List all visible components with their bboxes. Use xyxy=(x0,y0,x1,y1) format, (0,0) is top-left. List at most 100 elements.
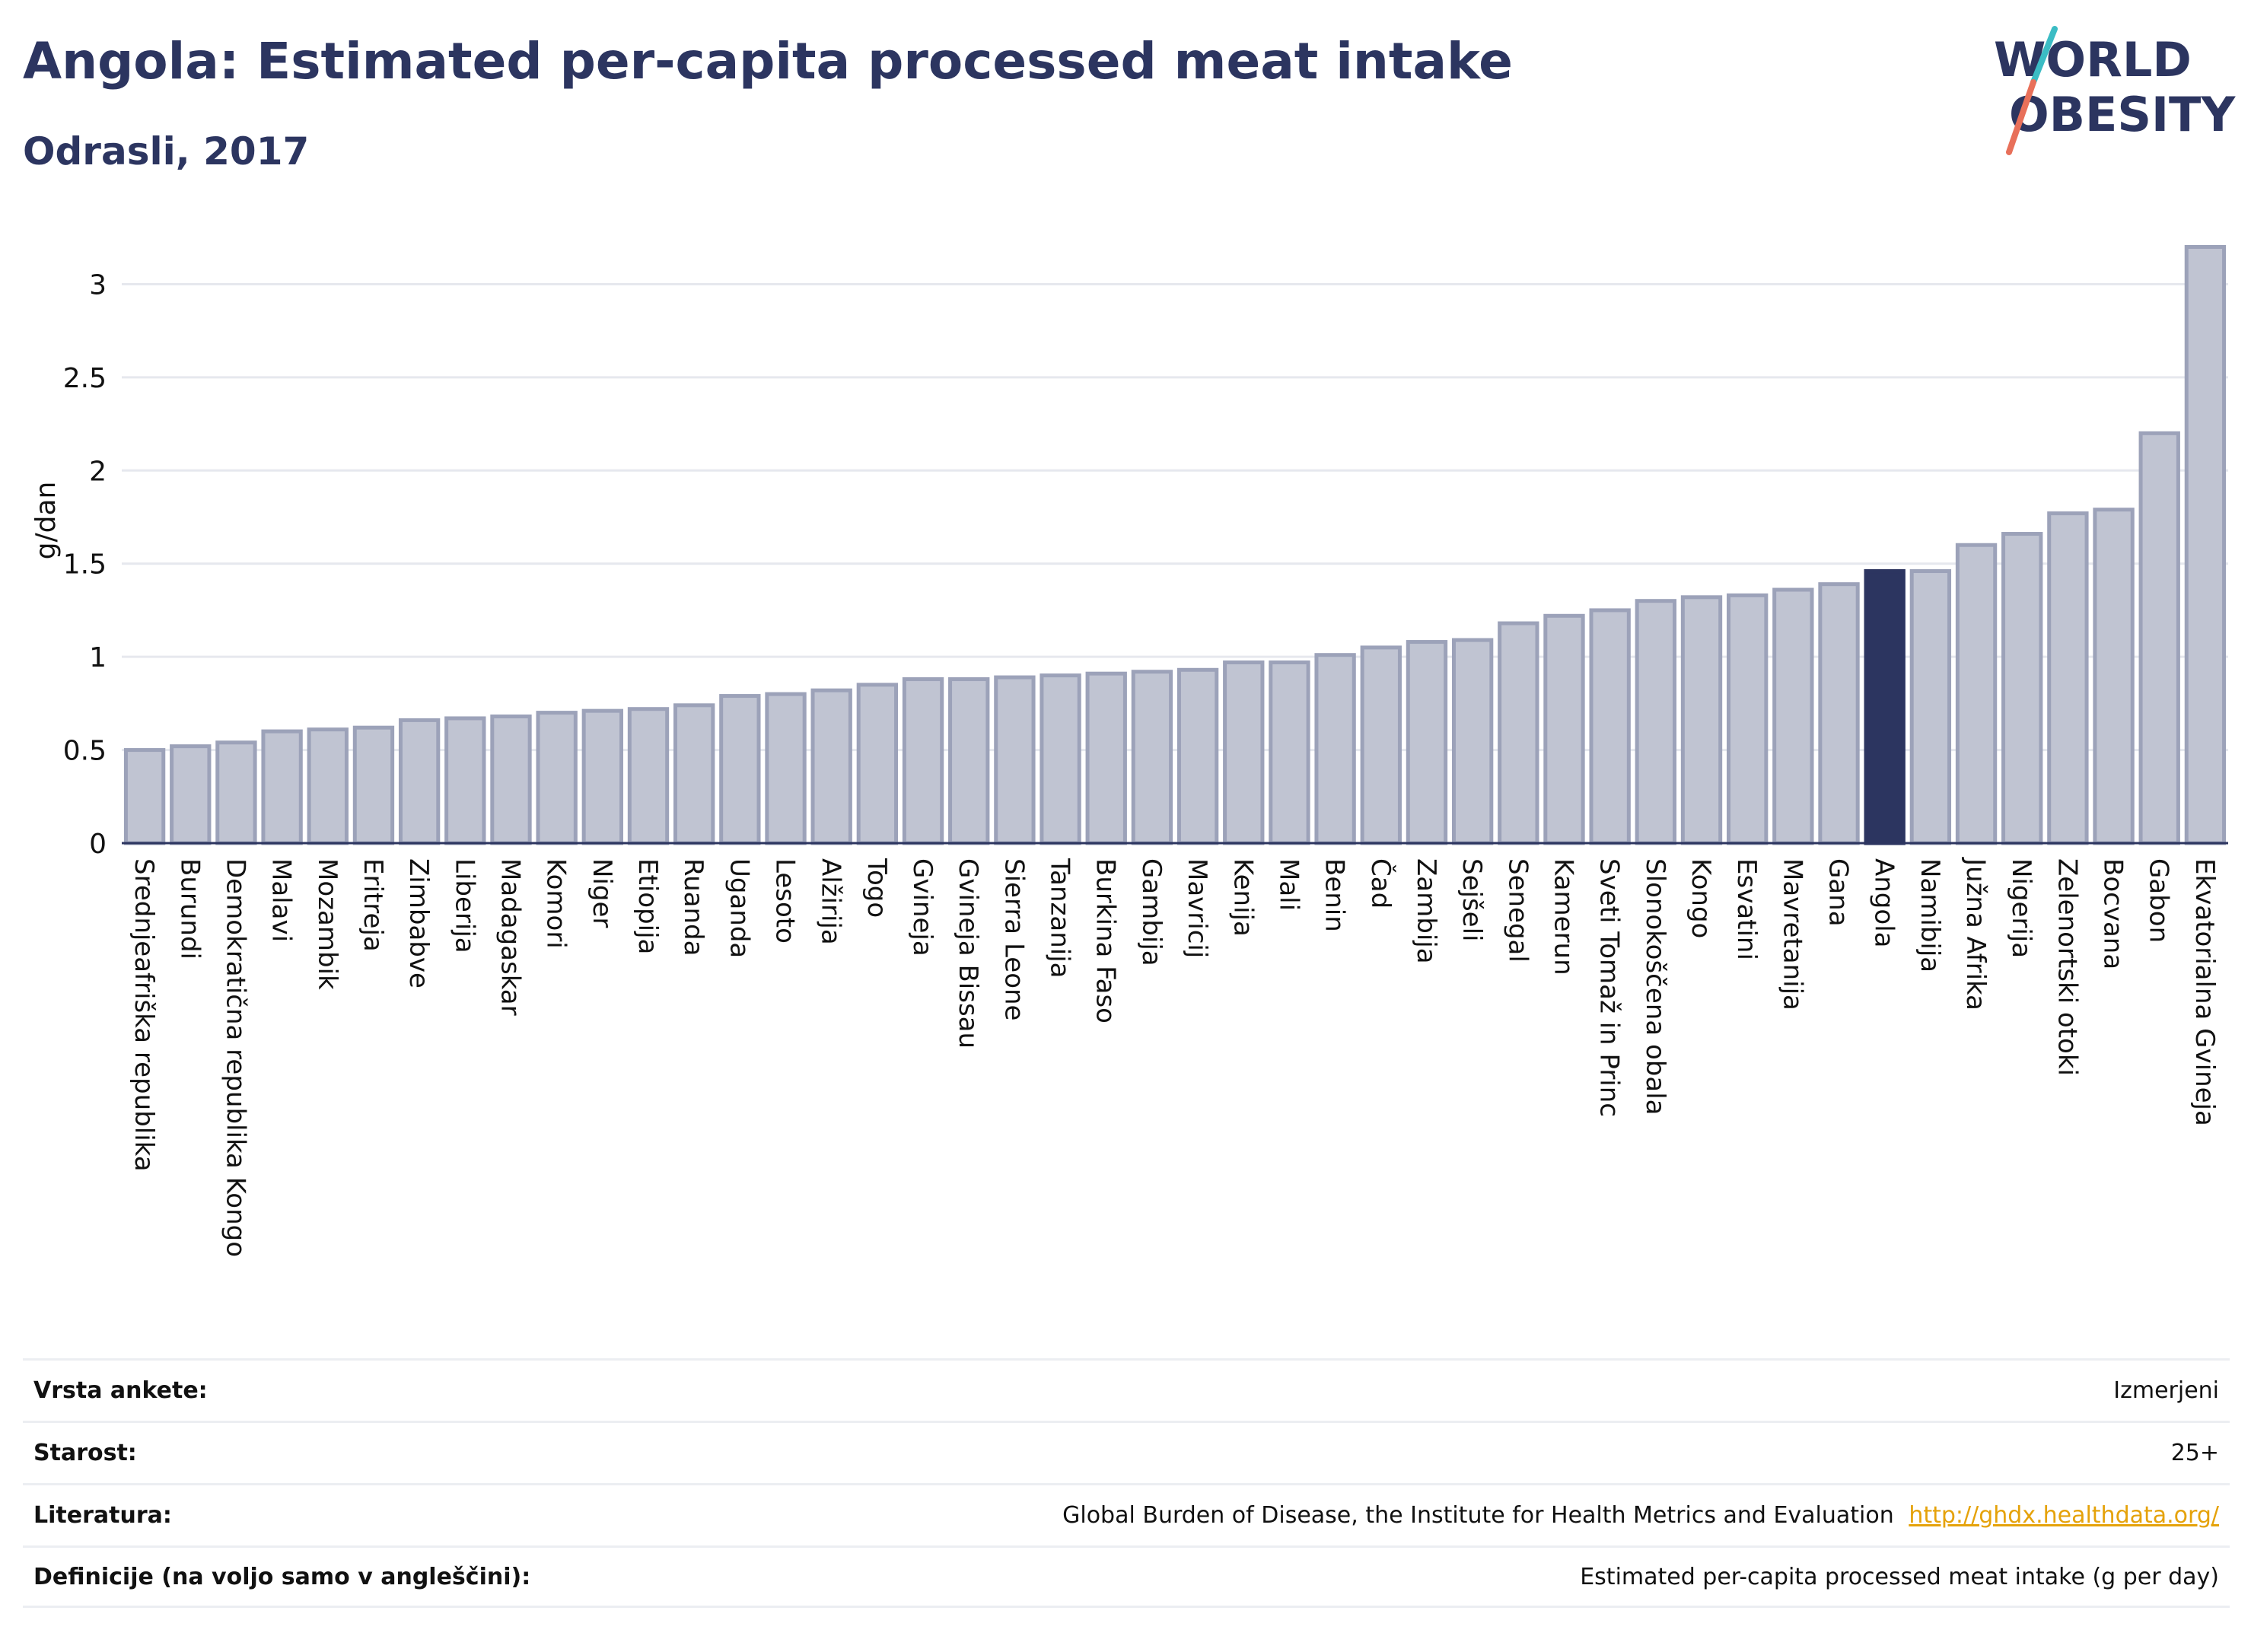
definition-label: Definicije (na voljo samo v angleščini): xyxy=(33,1563,531,1590)
x-tick-label: Ekvatorialna Gvineja xyxy=(2189,858,2220,1126)
y-tick-label: 1 xyxy=(89,642,107,673)
bar xyxy=(1955,543,1998,845)
bar xyxy=(261,729,303,845)
y-tick-label: 0.5 xyxy=(63,736,107,767)
bar xyxy=(444,716,486,845)
x-tick-label: Liberija xyxy=(449,858,479,953)
y-tick-label: 2.5 xyxy=(63,363,107,394)
bar xyxy=(1451,638,1494,845)
world-obesity-logo: WORLD OBESITY xyxy=(1994,26,2236,155)
x-tick-label: Sierra Leone xyxy=(998,858,1029,1020)
bars xyxy=(123,244,2227,845)
x-tick-label: Gana xyxy=(1823,858,1854,927)
x-tick-label: Kongo xyxy=(1686,858,1716,938)
bar xyxy=(673,703,715,845)
bar xyxy=(1635,599,1676,845)
bar xyxy=(1498,621,1539,845)
x-tick-label: Lesoto xyxy=(770,858,801,944)
bar xyxy=(1314,653,1356,845)
chart-title: Angola: Estimated per-capita processed m… xyxy=(23,32,1513,91)
x-tick-label: Sejšeli xyxy=(1457,858,1487,941)
info-row-age: Starost: 25+ xyxy=(23,1421,2230,1483)
logo-teal-stroke xyxy=(2030,26,2058,85)
bar xyxy=(2001,532,2043,845)
y-axis-label: g/dan xyxy=(30,482,62,560)
bar xyxy=(398,718,441,845)
bar xyxy=(1085,671,1127,845)
bar xyxy=(490,715,532,845)
x-tick-label: Angola xyxy=(1869,858,1899,947)
age-value: 25+ xyxy=(2170,1440,2219,1466)
bar xyxy=(948,677,990,845)
x-tick-label: Mavricij xyxy=(1182,858,1212,958)
x-tick-label: Gvineja xyxy=(907,858,938,957)
x-tick-label: Mozambik xyxy=(312,858,342,990)
x-tick-label: Zambija xyxy=(1411,858,1441,964)
x-tick-label: Gambija xyxy=(1136,858,1167,966)
x-tick-label: Togo xyxy=(861,858,892,918)
x-tick-labels: Srednjeafriška republika Burundi Demokrati… xyxy=(129,857,2220,1257)
x-tick-label: Namibija xyxy=(1915,858,1945,972)
bar xyxy=(215,740,257,845)
x-tick-label: Niger xyxy=(587,858,617,928)
bar xyxy=(1131,670,1173,845)
definition-value: Estimated per-capita processed meat inta… xyxy=(1580,1563,2219,1590)
bar-chart: 0 0.5 1 1.5 2 2.5 3 Srednjeafriška republika Bu… xyxy=(30,244,2228,1257)
logo-line1: WORLD xyxy=(1994,32,2192,88)
y-tick-labels: 0 0.5 1 1.5 2 2.5 3 xyxy=(63,269,107,860)
x-tick-label: Burkina Faso xyxy=(1090,858,1121,1023)
y-tick-label: 1.5 xyxy=(63,549,107,581)
x-tick-label: Madagaskar xyxy=(495,858,525,1016)
x-tick-label: Sveti Tomaž in Princ xyxy=(1594,858,1625,1117)
literature-link[interactable]: http://ghdx.healthdata.org/ xyxy=(1909,1502,2219,1529)
x-tick-label: Čad xyxy=(1365,858,1396,909)
x-tick-label: Kamerun xyxy=(1548,858,1578,976)
x-tick-label: Slonokoščena obala xyxy=(1640,858,1670,1115)
logo-coral-stroke xyxy=(2006,79,2036,155)
x-tick-label: Gabon xyxy=(2144,858,2174,943)
x-tick-label: Ruanda xyxy=(678,858,708,956)
x-tick-label: Burundi xyxy=(174,858,205,960)
bar xyxy=(1176,667,1219,845)
x-tick-label: Mavretanija xyxy=(1777,858,1807,1011)
bar xyxy=(1909,569,1952,845)
x-tick-label: Zelenortski otoki xyxy=(2052,858,2082,1076)
bar xyxy=(1864,569,1906,845)
x-tick-label: Južna Afrika xyxy=(1960,857,1991,1011)
literature-value: Global Burden of Disease, the Institute … xyxy=(1062,1502,1894,1529)
info-row-literature: Literatura: Global Burden of Disease, th… xyxy=(23,1483,2230,1545)
bar xyxy=(2184,244,2227,845)
x-tick-label: Etiopija xyxy=(632,858,663,954)
x-tick-label: Uganda xyxy=(724,858,754,958)
x-tick-label: Nigerija xyxy=(2006,858,2036,958)
survey-value: Izmerjeni xyxy=(2113,1377,2219,1404)
x-tick-label: Zimbabve xyxy=(403,858,434,988)
x-tick-label: Tanzanija xyxy=(1045,858,1075,978)
bar xyxy=(1360,645,1402,845)
x-tick-label: Kenija xyxy=(1227,858,1258,937)
bar xyxy=(170,744,212,845)
bar xyxy=(1223,660,1265,845)
bar xyxy=(2047,511,2089,845)
bar xyxy=(1772,587,1814,845)
chart-subtitle: Odrasli, 2017 xyxy=(23,129,310,173)
bar xyxy=(719,694,761,845)
y-tick-label: 2 xyxy=(89,456,107,487)
literature-value-wrap: Global Burden of Disease, the Institute … xyxy=(1062,1502,2219,1529)
info-row-survey: Vrsta ankete: Izmerjeni xyxy=(23,1358,2230,1421)
x-tick-label: Bocvana xyxy=(2098,858,2128,969)
bar xyxy=(765,692,807,845)
info-table: Vrsta ankete: Izmerjeni Starost: 25+ Lit… xyxy=(23,1358,2230,1608)
bar xyxy=(1818,582,1860,845)
bar xyxy=(1727,593,1769,845)
bar xyxy=(536,711,578,845)
bar xyxy=(352,725,395,845)
x-tick-label: Eritreja xyxy=(358,858,388,952)
bar xyxy=(1040,673,1081,845)
bar xyxy=(581,708,623,845)
x-tick-label: Mali xyxy=(1273,858,1304,911)
bar xyxy=(1680,595,1723,845)
bar xyxy=(307,727,349,845)
info-row-definition: Definicije (na voljo samo v angleščini):… xyxy=(23,1545,2230,1608)
y-tick-label: 0 xyxy=(89,829,107,860)
